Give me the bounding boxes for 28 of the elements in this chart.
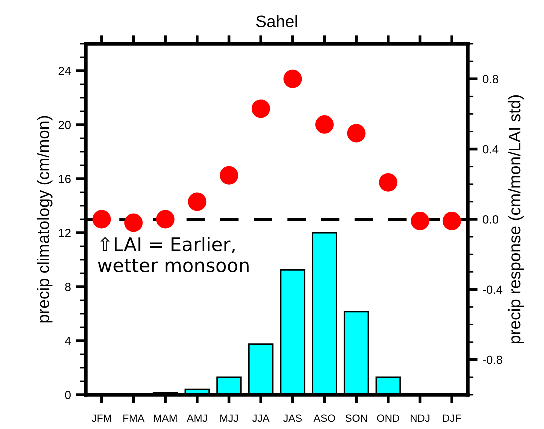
x-tick-label: DJF — [443, 414, 462, 422]
y-tick-label: 24 — [58, 67, 72, 76]
y2-axis-title: precip response (cm/mon/LAI std) — [508, 95, 524, 344]
x-tick-label: JJA — [252, 414, 270, 422]
y-axis-title: precip climatology (cm/mon) — [37, 116, 53, 323]
y2-tick-label: 0.4 — [483, 145, 499, 154]
y-tick-label: 20 — [58, 121, 71, 130]
y2-tick-label: 0.8 — [483, 75, 498, 84]
y2-tick-label: 0.0 — [483, 216, 499, 224]
y2-tick-label: -0.4 — [483, 286, 503, 294]
annotation: ⇧LAI = Earlier, wetter monsoon — [98, 237, 249, 273]
y-tick-label: 8 — [65, 283, 71, 292]
y2-tick-label: -0.8 — [483, 356, 502, 364]
x-tick-label: SON — [346, 414, 368, 422]
x-tick-label: FMA — [124, 414, 145, 422]
x-tick-label: MJJ — [220, 414, 238, 422]
x-tick-label: JFM — [92, 414, 112, 422]
y-tick-label: 0 — [65, 391, 71, 400]
x-tick-label: MAM — [154, 414, 177, 422]
x-tick-label: OND — [377, 414, 400, 422]
x-tick-label: NDJ — [410, 414, 430, 422]
x-tick-label: JAS — [284, 414, 302, 422]
y-tick-label: 4 — [65, 337, 72, 346]
x-tick-label: ASO — [314, 414, 336, 422]
y-tick-label: 12 — [59, 229, 71, 238]
x-tick-label: AMJ — [187, 414, 208, 422]
chart-title: Sahel — [256, 15, 298, 28]
y-tick-label: 16 — [59, 175, 71, 184]
